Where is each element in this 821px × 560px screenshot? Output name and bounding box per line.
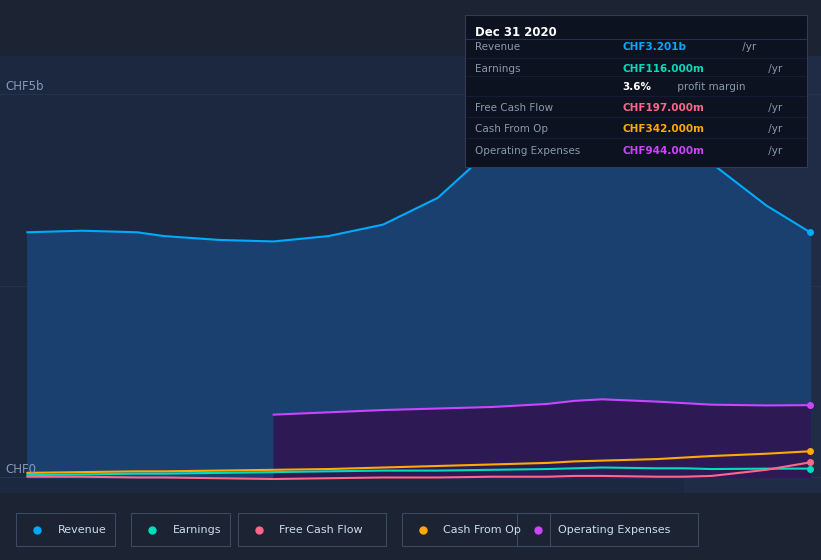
Text: Cash From Op: Cash From Op [475,124,548,134]
Text: Operating Expenses: Operating Expenses [558,525,671,534]
Text: Revenue: Revenue [57,525,106,534]
Text: /yr: /yr [765,146,782,156]
Bar [684,56,821,493]
Text: Earnings: Earnings [475,64,521,74]
Text: CHF116.000m: CHF116.000m [622,64,704,74]
Text: 3.6%: 3.6% [622,82,651,92]
Text: CHF197.000m: CHF197.000m [622,103,704,113]
Text: Earnings: Earnings [172,525,221,534]
Text: Dec 31 2020: Dec 31 2020 [475,26,557,39]
Text: CHF944.000m: CHF944.000m [622,146,704,156]
Text: CHF5b: CHF5b [6,80,44,93]
Text: profit margin: profit margin [674,82,745,92]
Text: CHF342.000m: CHF342.000m [622,124,704,134]
Text: Free Cash Flow: Free Cash Flow [279,525,363,534]
Text: /yr: /yr [765,64,782,74]
Text: CHF0: CHF0 [6,463,36,476]
Text: Revenue: Revenue [475,43,521,53]
Text: Operating Expenses: Operating Expenses [475,146,580,156]
Text: /yr: /yr [765,103,782,113]
Text: /yr: /yr [739,43,756,53]
Text: CHF3.201b: CHF3.201b [622,43,686,53]
Text: Free Cash Flow: Free Cash Flow [475,103,553,113]
Text: /yr: /yr [765,124,782,134]
Text: Cash From Op: Cash From Op [443,525,521,534]
